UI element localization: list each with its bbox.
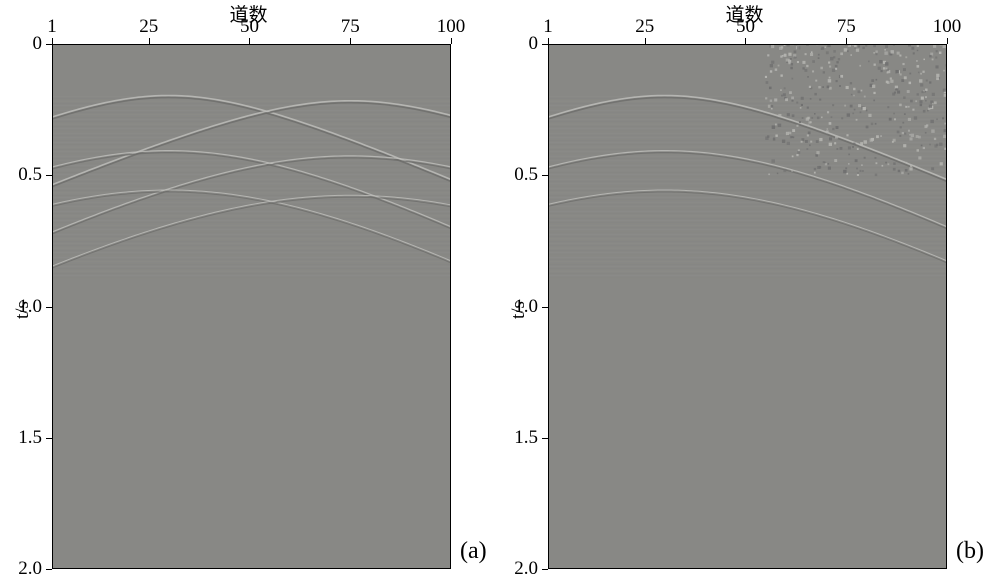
x-tick-label: 25: [139, 16, 158, 38]
x-tick-label: 25: [635, 16, 654, 38]
x-tick-mark: [947, 38, 948, 44]
y-tick-label: 0: [506, 33, 538, 55]
caption-a: (a): [460, 538, 487, 565]
x-tick-mark: [149, 38, 150, 44]
x-tick-label: 1: [47, 16, 57, 38]
x-tick-label: 75: [837, 16, 856, 38]
seismic-svg-a: [52, 44, 451, 569]
x-tick-mark: [645, 38, 646, 44]
plot-area-b: [548, 44, 947, 569]
x-tick-mark: [548, 38, 549, 44]
y-tick-mark: [542, 175, 548, 176]
y-tick-mark: [542, 44, 548, 45]
y-tick-mark: [46, 438, 52, 439]
x-tick-mark: [846, 38, 847, 44]
y-tick-mark: [46, 307, 52, 308]
x-tick-label: 50: [736, 16, 755, 38]
y-tick-label: 1.5: [506, 427, 538, 449]
seismic-svg-b: [548, 44, 947, 569]
y-tick-mark: [542, 569, 548, 570]
x-tick-mark: [350, 38, 351, 44]
y-tick-label: 1.0: [10, 296, 42, 318]
caption-b: (b): [956, 538, 984, 565]
x-tick-mark: [745, 38, 746, 44]
y-tick-label: 0.5: [506, 164, 538, 186]
y-tick-label: 2.0: [506, 558, 538, 580]
y-tick-mark: [542, 438, 548, 439]
plot-area-a: [52, 44, 451, 569]
x-tick-mark: [451, 38, 452, 44]
y-tick-label: 0: [10, 33, 42, 55]
x-tick-label: 75: [341, 16, 360, 38]
x-tick-label: 1: [543, 16, 553, 38]
y-tick-label: 1.0: [506, 296, 538, 318]
x-tick-label: 100: [437, 16, 466, 38]
x-tick-label: 100: [933, 16, 962, 38]
y-tick-mark: [46, 569, 52, 570]
x-tick-label: 50: [240, 16, 259, 38]
seismic-figure: 道数 t/s 125507510000.51.01.52.0 (a) 道数 t/…: [0, 0, 1000, 580]
y-tick-label: 0.5: [10, 164, 42, 186]
y-tick-mark: [46, 44, 52, 45]
x-tick-mark: [52, 38, 53, 44]
y-tick-mark: [46, 175, 52, 176]
y-tick-mark: [542, 307, 548, 308]
y-tick-label: 2.0: [10, 558, 42, 580]
y-tick-label: 1.5: [10, 427, 42, 449]
x-tick-mark: [249, 38, 250, 44]
